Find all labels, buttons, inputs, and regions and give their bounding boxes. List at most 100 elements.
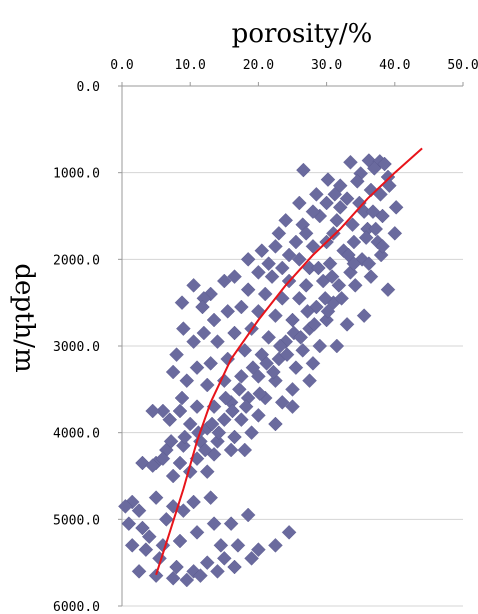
scatter-point (174, 295, 190, 310)
scatter-point (217, 551, 232, 566)
scatter-point (196, 325, 212, 341)
y-tick-label: 0.0 (77, 80, 100, 95)
scatter-point (279, 347, 295, 362)
scatter-point (195, 299, 210, 315)
scatter-point (295, 343, 311, 358)
x-tick-label: 0.0 (110, 58, 133, 73)
scatter-point (124, 494, 140, 510)
scatter-point (264, 269, 280, 284)
scatter-point (317, 291, 333, 306)
scatter-point (176, 438, 191, 453)
scatter-point (135, 520, 150, 536)
y-tick-label: 3000.0 (53, 340, 100, 355)
scatter-point (227, 269, 242, 284)
scatter-point (206, 516, 222, 531)
scatter-point (210, 434, 225, 449)
scatter-point (223, 442, 239, 458)
x-tick-label: 50.0 (447, 58, 478, 73)
scatter-point (225, 403, 240, 419)
scatter-point (186, 334, 201, 349)
scatter-point (159, 512, 174, 527)
x-tick-labels: 0.0 10.0 20.0 30.0 40.0 50.0 (110, 58, 478, 73)
scatter-point (266, 364, 281, 380)
axis-layer (118, 82, 464, 607)
scatter-point (257, 286, 273, 302)
scatter-point (329, 213, 345, 228)
scatter-point (138, 542, 154, 557)
scatter-point (124, 538, 140, 553)
scatter-point (172, 455, 188, 471)
scatter-point (232, 382, 247, 397)
scatter-point (352, 195, 367, 211)
scatter-point (176, 503, 191, 518)
y-tick-label: 4000.0 (53, 427, 100, 442)
scatter-point (356, 308, 372, 323)
scatter-points (118, 153, 404, 588)
scatter-point (251, 408, 266, 423)
scatter-point (271, 226, 287, 241)
scatter-point (217, 273, 232, 289)
trend-line-layer (155, 147, 423, 576)
scatter-point (307, 317, 322, 332)
scatter-point (199, 464, 215, 479)
scatter-point (172, 403, 188, 419)
scatter-point (162, 412, 178, 427)
scatter-point (380, 282, 396, 297)
scatter-point (361, 256, 377, 271)
scatter-point (261, 256, 276, 271)
grid-layer (122, 172, 463, 607)
scatter-point (211, 425, 227, 440)
scatter-point (367, 161, 382, 176)
y-tick-labels: 0.0 1000.0 2000.0 3000.0 4000.0 5000.0 6000.0 (53, 80, 100, 614)
scatter-point (155, 403, 171, 419)
scatter-point (251, 542, 266, 557)
scatter-point (320, 304, 336, 319)
scatter-point (329, 338, 345, 354)
scatter-point (189, 399, 205, 414)
scatter-point (218, 390, 233, 406)
scatter-point (237, 343, 253, 358)
scatter-point (305, 356, 321, 371)
scatter-point (244, 551, 259, 566)
scatter-point (213, 538, 229, 553)
scatter-point (223, 516, 239, 531)
scatter-point (377, 156, 392, 172)
scatter-point (259, 356, 274, 371)
scatter-point (327, 187, 343, 202)
x-tick-label: 30.0 (311, 58, 342, 73)
scatter-point (199, 555, 215, 570)
scatter-point (268, 538, 283, 553)
scatter-point (240, 282, 256, 297)
scatter-point (339, 191, 355, 206)
scatter-point (176, 321, 191, 336)
scatter-point (285, 312, 300, 328)
scatter-point (234, 299, 249, 315)
scatter-point (245, 360, 261, 375)
scatter-point (268, 416, 283, 432)
scatter-point (281, 525, 297, 540)
scatter-point (193, 568, 208, 583)
x-tick-label: 10.0 (175, 58, 206, 73)
scatter-point (285, 382, 300, 397)
scatter-point (227, 325, 242, 341)
scatter-point (368, 221, 383, 237)
scatter-point (311, 260, 326, 276)
scatter-point (210, 564, 225, 579)
scatter-point (343, 154, 358, 170)
scatter-point (227, 559, 242, 575)
scatter-point (237, 442, 253, 458)
scatter-point (244, 425, 259, 440)
scatter-point (186, 278, 201, 293)
y-tick-label: 2000.0 (53, 253, 100, 268)
x-tick-label: 40.0 (379, 58, 410, 73)
scatter-point (347, 278, 363, 293)
scatter-point (189, 525, 205, 540)
scatter-point (148, 568, 164, 583)
scatter-point (298, 226, 314, 241)
scatter-point (204, 416, 220, 432)
scatter-point (375, 239, 390, 254)
scatter-point (346, 256, 362, 271)
scatter-point (388, 200, 404, 215)
scatter-point (227, 429, 242, 445)
scatter-point (199, 377, 215, 393)
